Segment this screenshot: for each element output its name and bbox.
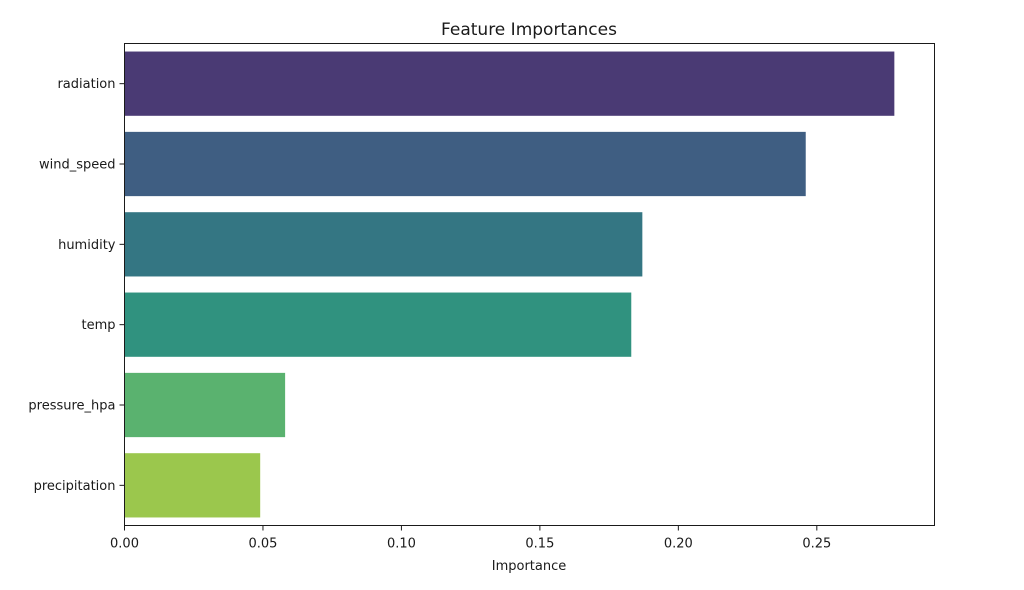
x-tick-label: 0.20 [664, 537, 693, 552]
x-tick-label: 0.05 [248, 537, 277, 552]
bar-temp [124, 292, 632, 357]
chart-title: Feature Importances [441, 20, 617, 40]
y-tick-label: precipitation [34, 479, 116, 494]
x-tick-label: 0.15 [525, 537, 554, 552]
bars-group [124, 51, 895, 518]
plot-frame [124, 43, 935, 526]
y-tick-label: humidity [58, 238, 116, 253]
y-tick-label: radiation [57, 77, 115, 92]
x-axis-label: Importance [492, 559, 567, 574]
x-tick-label: 0.10 [387, 537, 416, 552]
y-axis-ticks: radiation wind_speed humidity temp pressure_… [28, 77, 125, 494]
bar-precipitation [124, 453, 261, 518]
bar-wind-speed [124, 131, 806, 197]
bar-radiation [124, 51, 895, 116]
y-tick-label: pressure_hpa [28, 399, 115, 414]
bar-pressure-hpa [124, 372, 286, 438]
bar-humidity [124, 212, 643, 277]
y-tick-label: wind_speed [39, 158, 116, 173]
x-tick-label: 0.00 [110, 537, 139, 552]
x-tick-label: 0.25 [802, 537, 831, 552]
y-tick-label: temp [81, 318, 115, 333]
x-axis-ticks: 0.00 0.05 0.10 0.15 0.20 0.25 [110, 525, 831, 552]
